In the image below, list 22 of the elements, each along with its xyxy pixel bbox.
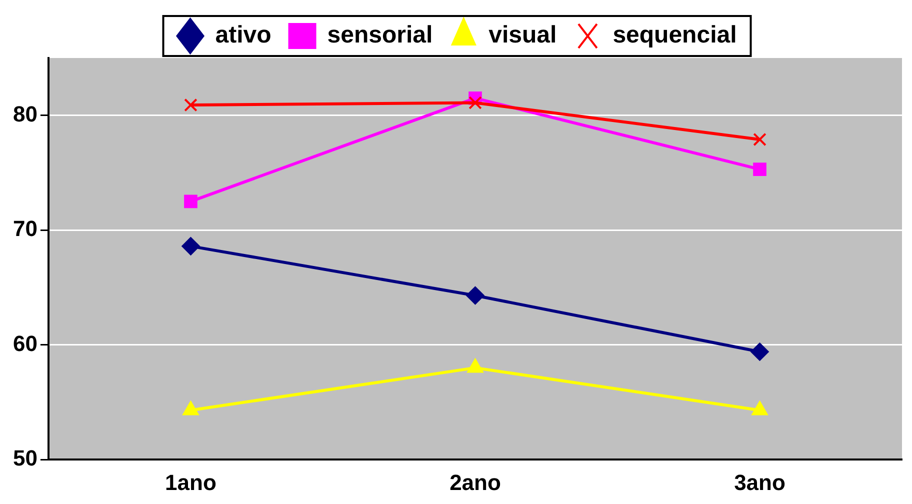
point [467, 358, 484, 373]
x-tick-label: 3ano [734, 470, 786, 495]
legend-label: sequencial [612, 22, 737, 49]
legend-label: ativo [215, 22, 272, 49]
point [182, 401, 199, 416]
x-tick-label: 1ano [165, 470, 216, 495]
legend-label: sensorial [327, 22, 433, 49]
legend-label: visual [488, 22, 557, 49]
point [753, 132, 766, 146]
x-tick-label: 2ano [450, 470, 501, 495]
point [184, 98, 198, 112]
point [466, 286, 484, 305]
y-tick-label: 60 [12, 330, 38, 356]
point [468, 96, 482, 110]
y-tick-label: 70 [12, 216, 38, 242]
y-tick-label: 50 [12, 446, 38, 471]
point [184, 194, 198, 208]
point [182, 237, 200, 256]
point [752, 401, 768, 416]
y-tick-label: 80 [12, 101, 38, 126]
point [750, 342, 769, 361]
point [753, 162, 766, 176]
